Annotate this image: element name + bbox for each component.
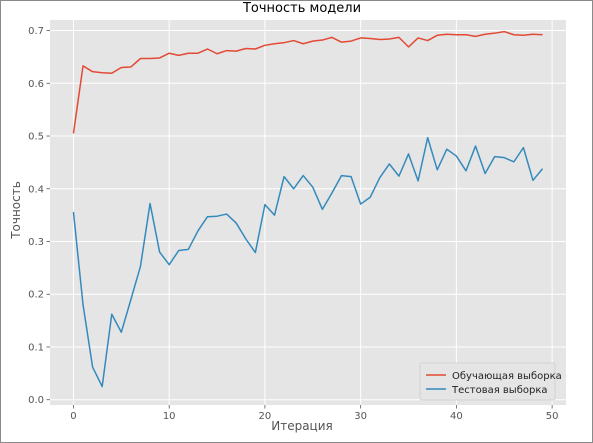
- grid-lines: [50, 20, 566, 405]
- y-axis-label: Точность: [9, 181, 23, 240]
- y-tick-label: 0.4: [28, 184, 44, 195]
- x-tick-label: 50: [546, 411, 559, 422]
- legend-box: [419, 362, 556, 401]
- plot-area: [50, 20, 566, 405]
- y-tick-label: 0.1: [28, 342, 44, 353]
- x-ticks: 0 10 20 30 40 50: [70, 405, 558, 422]
- y-tick-label: 0.0: [28, 395, 44, 406]
- y-tick-label: 0.2: [28, 290, 44, 301]
- y-tick-label: 0.6: [28, 79, 44, 90]
- x-tick-label: 20: [259, 411, 272, 422]
- x-tick-label: 0: [70, 411, 76, 422]
- y-tick-label: 0.7: [28, 26, 44, 37]
- chart-title: Точность модели: [242, 1, 361, 16]
- x-tick-label: 30: [354, 411, 367, 422]
- y-tick-label: 0.5: [28, 132, 44, 143]
- legend: Обучающая выборка Тестовая выборка: [419, 362, 562, 401]
- legend-label-train: Обучающая выборка: [452, 371, 562, 382]
- test-accuracy-line: [72, 136, 544, 388]
- y-ticks: 0.0 0.1 0.2 0.3 0.4 0.5 0.6 0.7: [28, 26, 50, 406]
- x-tick-label: 40: [450, 411, 463, 422]
- legend-label-test: Тестовая выборка: [451, 385, 548, 396]
- x-tick-label: 10: [163, 411, 176, 422]
- y-tick-label: 0.3: [28, 237, 44, 248]
- train-accuracy-line: [72, 30, 543, 134]
- series-lines: [72, 30, 544, 388]
- x-axis-label: Итерация: [271, 419, 333, 433]
